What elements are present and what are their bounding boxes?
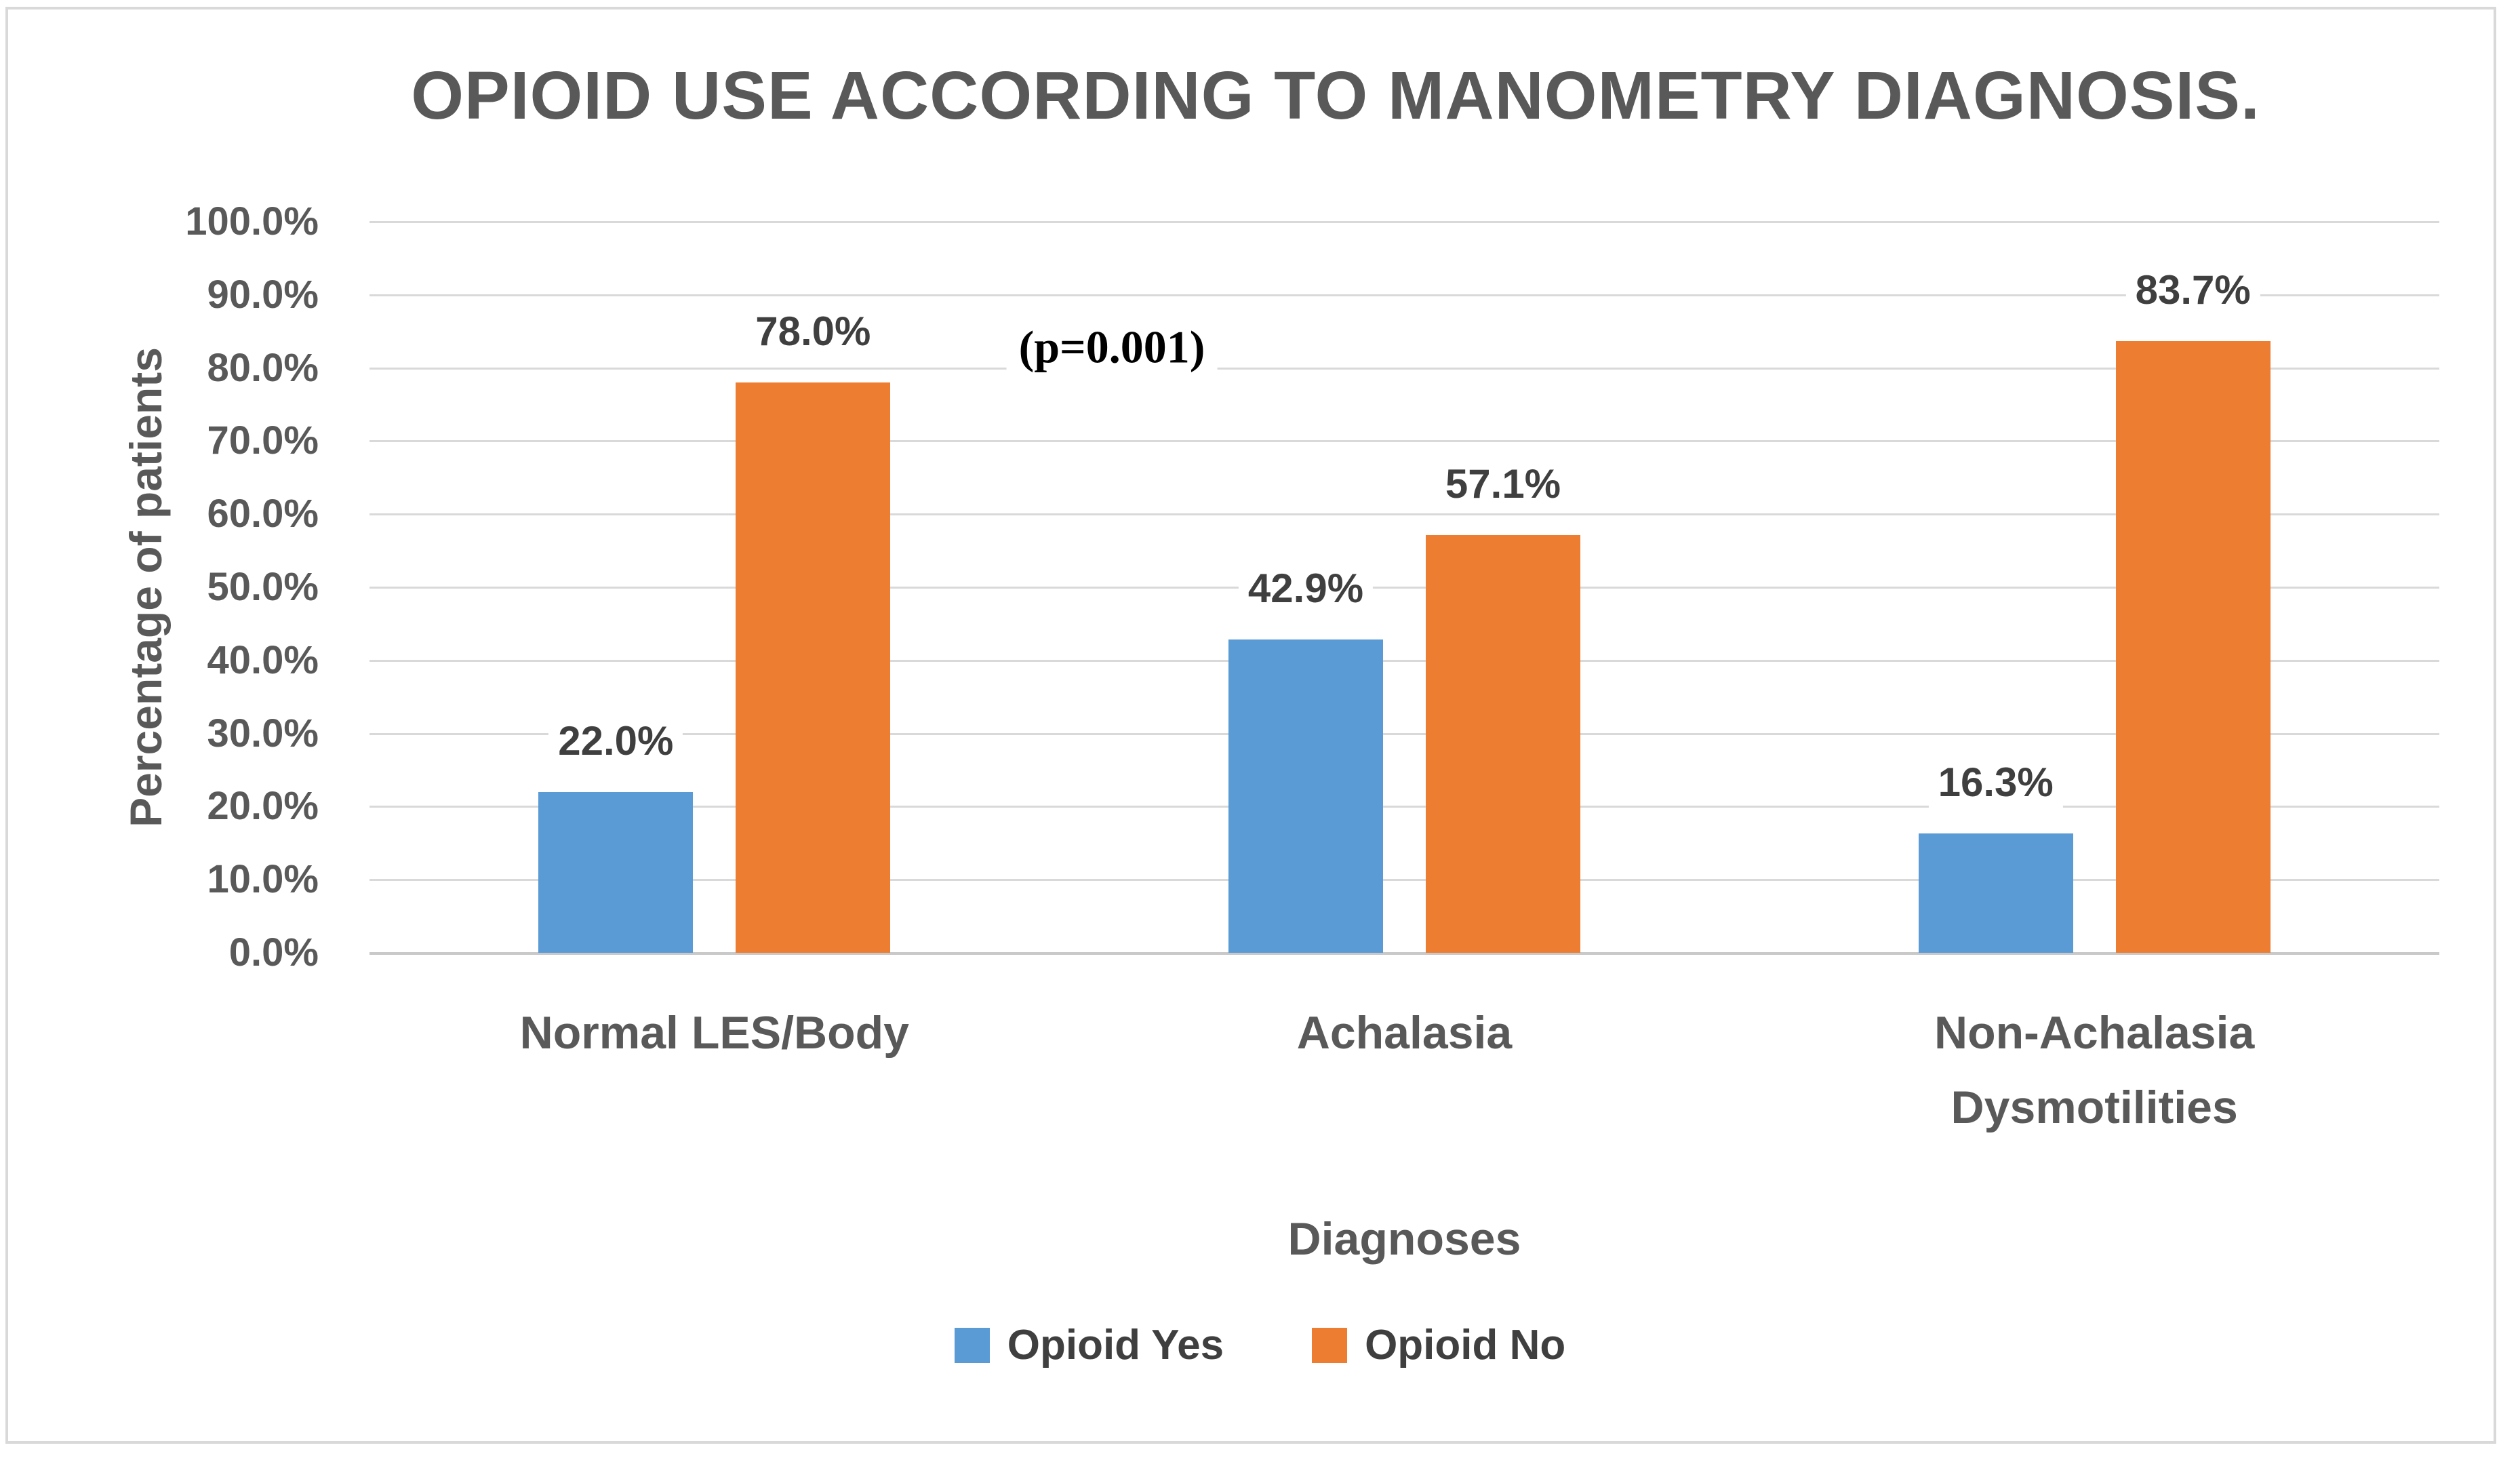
legend-item-opioid-no: Opioid No <box>1312 1321 1565 1369</box>
bar-opioid-yes-non-achalasia-dysmotilities <box>1918 833 2073 953</box>
bar-opioid-no-achalasia <box>1426 535 1580 953</box>
p-value-annotation: (p=0.001) <box>1006 316 1218 378</box>
bar-opioid-no-normal-les-body <box>736 382 891 953</box>
gridline-10 <box>369 879 2439 882</box>
legend-label-opioid-yes: Opioid Yes <box>1007 1322 1224 1368</box>
gridline-40 <box>369 659 2439 662</box>
ytick-60.0%: 60.0% <box>207 492 319 536</box>
legend-swatch-icon-opioid-yes <box>954 1327 990 1363</box>
ytick-20.0%: 20.0% <box>207 784 319 829</box>
gridline-20 <box>369 806 2439 808</box>
gridline-80 <box>369 367 2439 370</box>
data-label-opioid-yes-normal-les-body: 22.0% <box>548 714 683 767</box>
ytick-0.0%: 0.0% <box>228 930 319 974</box>
gridline-90 <box>369 294 2439 296</box>
legend: Opioid Yes Opioid No <box>0 1321 2520 1369</box>
bar-opioid-yes-achalasia <box>1228 639 1383 953</box>
chart-title: OPIOID USE ACCORDING TO MANOMETRY DIAGNO… <box>411 58 2260 134</box>
bar-opioid-yes-normal-les-body <box>538 791 694 953</box>
ytick-90.0%: 90.0% <box>207 272 319 317</box>
category-slot-non-achalasia-dysmotilities: Non-Achalasia Dysmotilities <box>1749 996 2439 1145</box>
y-axis-tick-labels: 100.0% 90.0% 80.0% 70.0% 60.0% 50.0% 40.0% 30.0… <box>0 199 319 974</box>
category-label-non-achalasia-dysmotilities: Non-Achalasia Dysmotilities <box>1934 1007 2255 1133</box>
data-label-opioid-yes-achalasia: 42.9% <box>1238 561 1374 614</box>
legend-item-opioid-yes: Opioid Yes <box>954 1321 1224 1369</box>
gridline-70 <box>369 440 2439 443</box>
ytick-100.0%: 100.0% <box>185 199 319 243</box>
x-axis-line <box>369 952 2439 955</box>
gridline-50 <box>369 587 2439 589</box>
ytick-40.0%: 40.0% <box>207 637 319 682</box>
ytick-50.0%: 50.0% <box>207 565 319 609</box>
plot-area <box>369 221 2439 955</box>
legend-swatch-icon-opioid-no <box>1312 1327 1348 1363</box>
category-label-achalasia: Achalasia <box>1296 1007 1513 1059</box>
data-label-opioid-yes-non-achalasia-dysmotilities: 16.3% <box>1928 756 2063 809</box>
bar-opioid-no-non-achalasia-dysmotilities <box>2115 340 2271 953</box>
gridline-30 <box>369 732 2439 735</box>
ytick-80.0%: 80.0% <box>207 345 319 390</box>
ytick-10.0%: 10.0% <box>207 857 319 902</box>
category-slot-achalasia: Achalasia <box>1060 996 1750 1070</box>
data-label-opioid-no-normal-les-body: 78.0% <box>746 305 881 358</box>
gridline-100 <box>369 221 2439 223</box>
ytick-70.0%: 70.0% <box>207 418 319 463</box>
category-slot-normal-les-body: Normal LES/Body <box>369 996 1060 1070</box>
ytick-30.0%: 30.0% <box>207 711 319 755</box>
category-label-normal-les-body: Normal LES/Body <box>519 1007 909 1059</box>
x-axis-title: Diagnoses <box>1287 1213 1521 1265</box>
legend-label-opioid-no: Opioid No <box>1365 1322 1566 1368</box>
data-label-opioid-no-non-achalasia-dysmotilities: 83.7% <box>2125 263 2260 316</box>
data-label-opioid-no-achalasia: 57.1% <box>1435 458 1571 511</box>
gridline-60 <box>369 513 2439 516</box>
